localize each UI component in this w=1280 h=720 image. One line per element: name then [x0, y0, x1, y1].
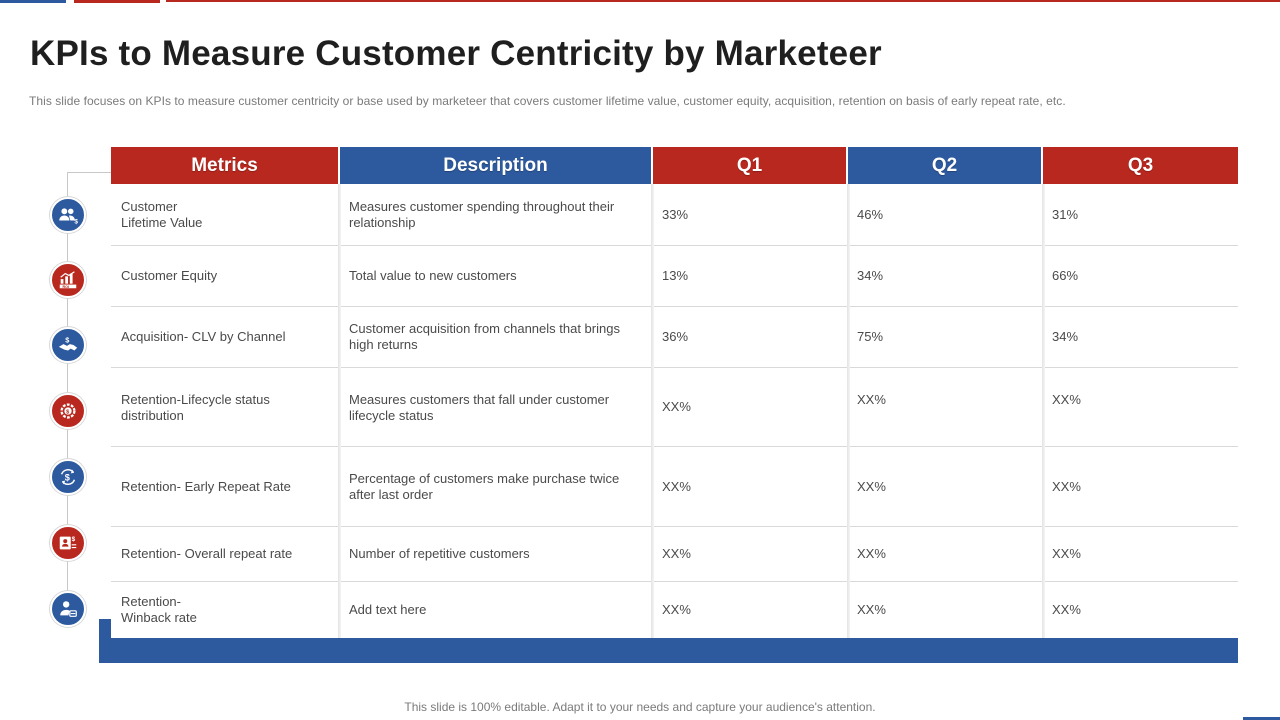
metric-cell: Retention- Winback rate — [121, 594, 197, 625]
kpi-table: Metrics Description Q1 Q2 Q3 Customer Li… — [111, 147, 1238, 638]
top-accent-bar-red — [74, 0, 160, 3]
dollar-cycle-icon: $ — [50, 459, 86, 495]
table-row: Retention- Early Repeat Rate Percentage … — [111, 447, 1238, 527]
q1-cell: XX% — [662, 602, 691, 617]
svg-text:$: $ — [65, 473, 70, 483]
q3-cell: XX% — [1052, 602, 1081, 617]
q1-cell: 33% — [662, 206, 689, 222]
metric-cell: Retention-Lifecycle status distribution — [121, 392, 270, 423]
q3-cell: 34% — [1052, 329, 1079, 344]
header-description: Description — [340, 147, 651, 184]
q3-cell: XX% — [1052, 392, 1081, 407]
corner-accent — [1243, 717, 1280, 720]
q1-cell: 13% — [662, 268, 689, 283]
q2-cell: XX% — [857, 546, 886, 561]
q2-cell: XX% — [857, 392, 886, 407]
metric-cell: Retention- Early Repeat Rate — [121, 478, 291, 494]
top-accent-bar-blue — [0, 0, 66, 3]
svg-text:$: $ — [65, 335, 69, 344]
svg-text:$: $ — [74, 218, 78, 225]
q2-cell: XX% — [857, 602, 886, 617]
repeat-customer-icon: $ — [50, 525, 86, 561]
slide-title: KPIs to Measure Customer Centricity by M… — [30, 34, 882, 73]
q2-cell: XX% — [857, 478, 886, 494]
description-cell: Number of repetitive customers — [349, 546, 530, 561]
icon-timeline-line — [67, 172, 68, 612]
lifecycle-gear-icon: $ — [50, 393, 86, 429]
q3-cell: 66% — [1052, 268, 1079, 283]
header-metrics: Metrics — [111, 147, 338, 184]
q3-cell: XX% — [1052, 546, 1081, 561]
column-divider — [1042, 184, 1045, 638]
q2-cell: 75% — [857, 329, 884, 344]
top-accent-line — [166, 0, 1280, 2]
roi-chart-icon: ROI — [50, 262, 86, 298]
table-row: Acquisition- CLV by Channel Customer acq… — [111, 307, 1238, 368]
description-cell: Customer acquisition from channels that … — [349, 321, 620, 352]
q1-cell: 36% — [662, 329, 689, 344]
table-row: Retention-Lifecycle status distribution … — [111, 368, 1238, 447]
handshake-dollar-icon: $ — [50, 327, 86, 363]
header-q1: Q1 — [653, 147, 846, 184]
metric-cell: Customer Equity — [121, 268, 218, 283]
svg-text:$: $ — [66, 409, 69, 415]
table-row: Customer Lifetime Value Measures custome… — [111, 184, 1238, 246]
metric-cell: Customer Lifetime Value — [121, 198, 203, 230]
svg-text:ROI: ROI — [63, 285, 70, 289]
header-q3: Q3 — [1043, 147, 1238, 184]
q1-cell: XX% — [662, 478, 691, 494]
slide-footer-note: This slide is 100% editable. Adapt it to… — [404, 700, 876, 714]
icon-timeline-connector — [67, 172, 111, 173]
q1-cell: XX% — [662, 546, 691, 561]
description-cell: Measures customer spending throughout th… — [349, 198, 615, 230]
slide-subtitle: This slide focuses on KPIs to measure cu… — [29, 94, 1066, 108]
header-q2: Q2 — [848, 147, 1041, 184]
customer-value-icon: $ — [50, 197, 86, 233]
svg-text:$: $ — [72, 536, 76, 543]
q2-cell: 46% — [857, 206, 884, 222]
metric-cell: Acquisition- CLV by Channel — [121, 329, 286, 344]
table-row: Retention- Winback rate Add text here XX… — [111, 582, 1238, 638]
column-divider — [847, 184, 850, 638]
column-divider — [338, 184, 341, 638]
metric-cell: Retention- Overall repeat rate — [121, 546, 293, 561]
description-cell: Percentage of customers make purchase tw… — [349, 470, 620, 502]
description-cell: Total value to new customers — [349, 268, 517, 283]
description-cell: Measures customers that fall under custo… — [349, 392, 610, 423]
q3-cell: 31% — [1052, 206, 1079, 222]
q1-cell: XX% — [662, 399, 691, 414]
q3-cell: XX% — [1052, 478, 1081, 494]
table-row: Customer Equity Total value to new custo… — [111, 246, 1238, 307]
winback-user-icon — [50, 591, 86, 627]
q2-cell: 34% — [857, 268, 884, 283]
column-divider — [651, 184, 654, 638]
table-row: Retention- Overall repeat rate Number of… — [111, 527, 1238, 582]
description-cell: Add text here — [349, 602, 427, 617]
